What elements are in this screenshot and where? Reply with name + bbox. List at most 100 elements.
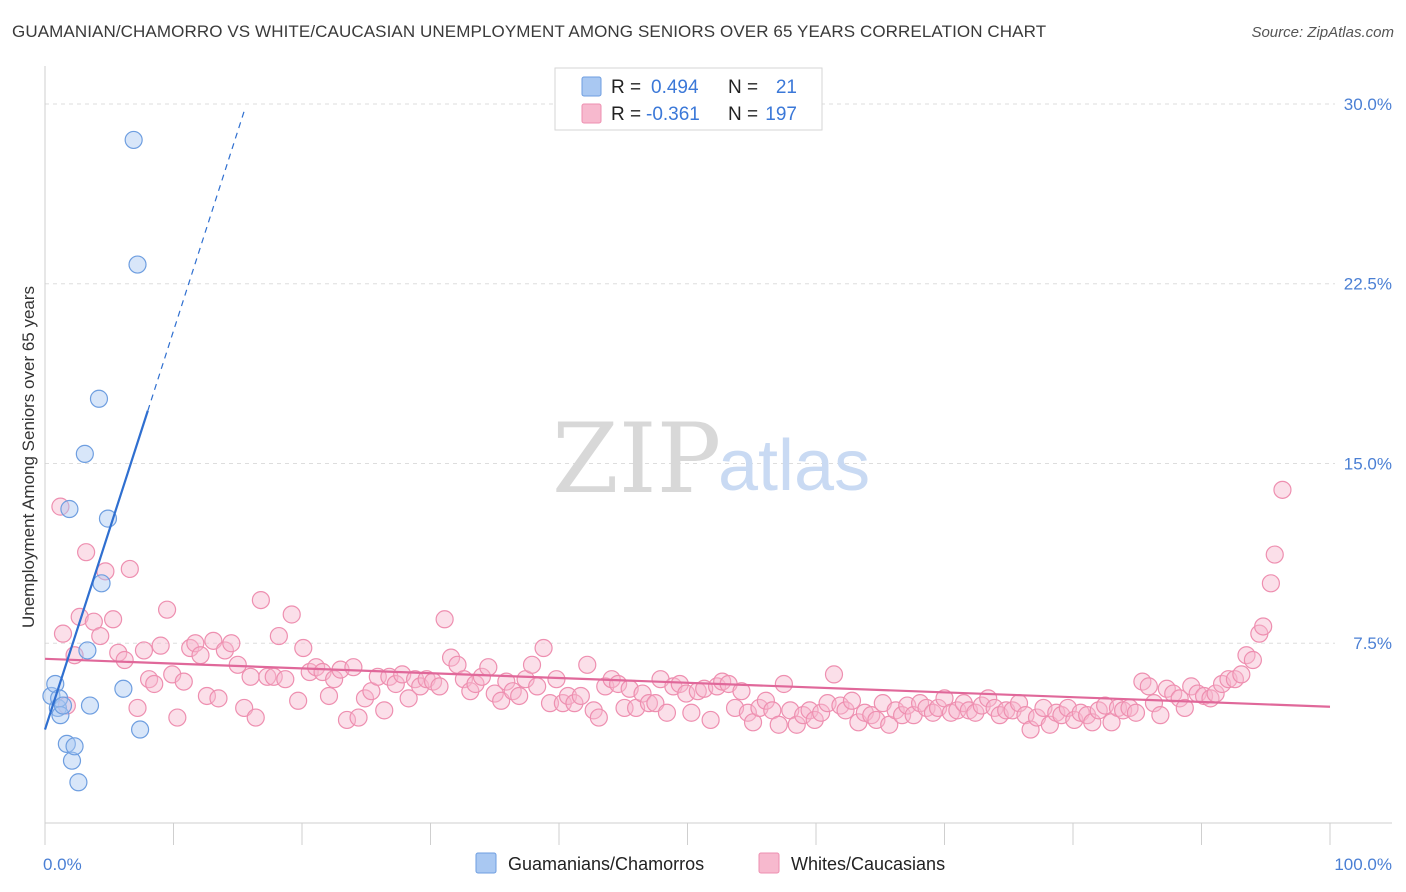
point-white-caucasian xyxy=(677,684,696,703)
point-white-caucasian xyxy=(534,638,553,658)
point-guamanian-chamorro xyxy=(75,444,94,463)
point-white-caucasian xyxy=(756,691,775,710)
point-white-caucasian xyxy=(215,641,234,660)
legend-swatch-white xyxy=(581,103,602,124)
point-white-caucasian xyxy=(639,694,659,713)
point-white-caucasian xyxy=(966,703,985,722)
point-guamanian-chamorro xyxy=(65,737,84,756)
axes xyxy=(44,66,1392,845)
point-white-caucasian xyxy=(1261,574,1280,593)
point-guamanian-chamorro xyxy=(60,499,79,519)
point-white-caucasian xyxy=(269,626,288,646)
legend-r-value-white: -0.361 xyxy=(646,104,700,125)
legend-n-value-guam: 21 xyxy=(776,77,797,98)
point-white-caucasian xyxy=(1170,689,1189,708)
point-white-caucasian xyxy=(805,710,824,730)
point-guamanian-chamorro xyxy=(53,696,73,715)
legend-n-value-white: 197 xyxy=(765,104,797,125)
point-white-caucasian xyxy=(769,715,788,734)
trend-line-white xyxy=(44,657,1331,708)
point-white-caucasian xyxy=(842,691,862,710)
point-white-caucasian xyxy=(589,708,608,727)
point-guamanian-chamorro xyxy=(62,751,82,770)
point-white-caucasian xyxy=(510,686,529,706)
point-white-caucasian xyxy=(701,710,720,730)
point-white-caucasian xyxy=(163,665,182,684)
point-white-caucasian xyxy=(479,658,498,677)
series-legend: Guamanians/Chamorros Whites/Caucasians xyxy=(475,852,945,874)
chart-title: GUAMANIAN/CHAMORRO VS WHITE/CAUCASIAN UN… xyxy=(12,22,1047,41)
point-white-caucasian xyxy=(246,708,265,727)
point-white-caucasian xyxy=(375,701,394,720)
legend-n-label: N = xyxy=(728,104,758,125)
point-white-caucasian xyxy=(355,689,375,708)
legend-label-white: Whites/Caucasians xyxy=(791,854,945,874)
point-white-caucasian xyxy=(558,686,578,706)
point-white-caucasian xyxy=(1016,706,1035,725)
point-guamanian-chamorro xyxy=(69,773,88,792)
legend-swatch-guam xyxy=(475,852,497,874)
point-white-caucasian xyxy=(836,701,855,720)
point-white-caucasian xyxy=(1243,650,1263,670)
point-white-caucasian xyxy=(313,662,332,682)
point-white-caucasian xyxy=(134,641,154,660)
point-white-caucasian xyxy=(145,674,164,694)
point-white-caucasian xyxy=(497,672,516,691)
point-white-caucasian xyxy=(565,694,584,713)
point-white-caucasian xyxy=(151,636,170,655)
point-white-caucasian xyxy=(472,667,491,686)
point-white-caucasian xyxy=(174,672,193,691)
legend-swatch-white xyxy=(758,852,780,874)
point-white-caucasian xyxy=(1254,617,1273,636)
point-white-caucasian xyxy=(1126,703,1146,722)
point-white-caucasian xyxy=(209,689,228,708)
point-white-caucasian xyxy=(337,710,357,730)
point-guamanian-chamorro xyxy=(114,679,133,698)
point-guamanian-chamorro xyxy=(46,674,65,694)
point-white-caucasian xyxy=(344,658,363,677)
y-tick-label: 7.5% xyxy=(1353,634,1392,653)
point-white-caucasian xyxy=(1175,698,1194,718)
x-tick-label: 0.0% xyxy=(43,855,82,874)
point-white-caucasian xyxy=(571,686,590,706)
series-guamanians-chamorros xyxy=(42,130,150,792)
y-tick-labels: 7.5% 15.0% 22.5% 30.0% xyxy=(1344,95,1392,653)
point-white-caucasian xyxy=(241,667,260,686)
point-white-caucasian xyxy=(168,708,187,727)
point-white-caucasian xyxy=(540,694,560,713)
point-white-caucasian xyxy=(251,590,270,610)
y-tick-label: 22.5% xyxy=(1344,275,1392,294)
point-white-caucasian xyxy=(386,674,405,694)
series-whites-caucasians xyxy=(51,480,1292,739)
point-white-caucasian xyxy=(787,715,806,734)
point-white-caucasian xyxy=(1232,665,1251,684)
point-white-caucasian xyxy=(191,646,210,665)
point-white-caucasian xyxy=(435,610,454,629)
point-white-caucasian xyxy=(682,703,701,722)
point-white-caucasian xyxy=(77,543,96,562)
legend-n-label: N = xyxy=(728,77,758,98)
point-white-caucasian xyxy=(276,670,295,689)
y-tick-label: 15.0% xyxy=(1344,454,1392,473)
point-white-caucasian xyxy=(115,650,134,670)
point-white-caucasian xyxy=(670,674,689,694)
point-white-caucasian xyxy=(104,610,123,629)
point-white-caucasian xyxy=(1139,677,1158,696)
point-guamanian-chamorro xyxy=(128,255,147,274)
point-white-caucasian xyxy=(824,665,844,684)
point-white-caucasian xyxy=(812,703,831,722)
point-white-caucasian xyxy=(522,655,542,674)
point-white-caucasian xyxy=(430,677,449,696)
point-white-caucasian xyxy=(528,677,547,696)
point-guamanian-chamorro xyxy=(78,641,97,660)
point-white-caucasian xyxy=(774,674,793,694)
point-white-caucasian xyxy=(282,605,301,624)
point-white-caucasian xyxy=(399,689,418,708)
point-white-caucasian xyxy=(91,626,110,646)
x-tick-label: 100.0% xyxy=(1334,855,1392,874)
y-tick-label: 30.0% xyxy=(1344,95,1392,114)
point-guamanian-chamorro xyxy=(80,696,100,715)
point-white-caucasian xyxy=(738,703,757,722)
point-white-caucasian xyxy=(800,701,819,720)
point-white-caucasian xyxy=(120,559,139,579)
